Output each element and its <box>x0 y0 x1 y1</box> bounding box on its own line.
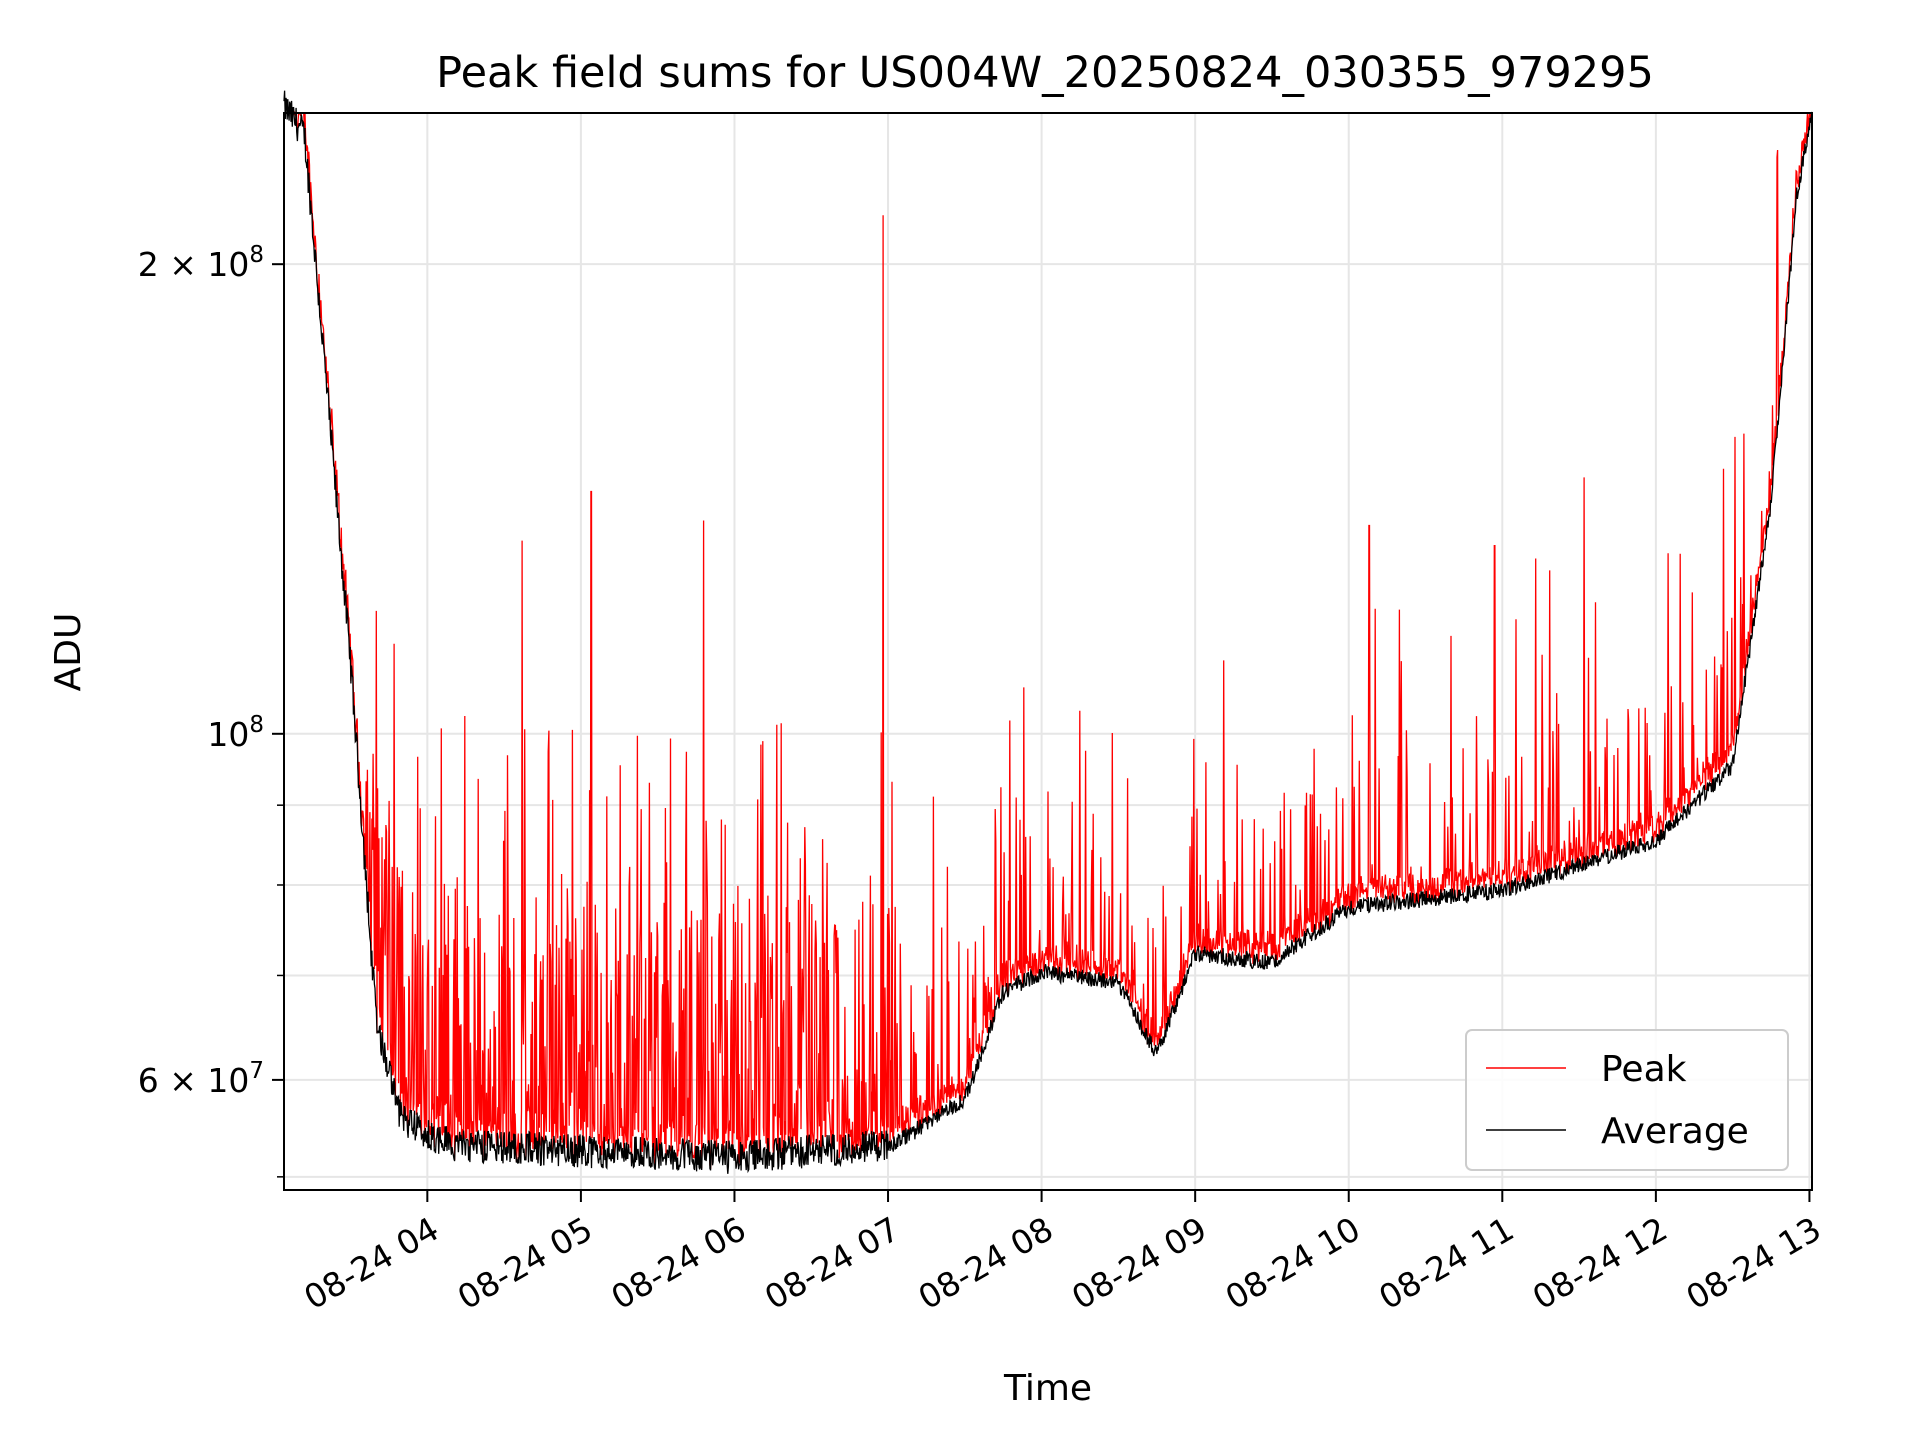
y-tick-label: 6 × 107 <box>138 1058 264 1100</box>
legend-average-label: Average <box>1601 1111 1749 1152</box>
y-tick-label: 108 <box>207 712 264 754</box>
series-line-average <box>283 90 1813 1174</box>
y-tick-label: 2 × 108 <box>138 242 264 284</box>
chart-title: Peak field sums for US004W_20250824_0303… <box>436 48 1654 98</box>
legend: Peak Average <box>1465 1029 1789 1171</box>
legend-peak-label: Peak <box>1601 1049 1687 1090</box>
y-axis: 2 × 108 108 6 × 107 <box>138 242 284 1178</box>
series-line-peak <box>284 111 1813 1170</box>
x-axis-label: Time <box>1003 1368 1092 1409</box>
y-axis-label: ADU <box>48 613 89 692</box>
series-layer <box>283 90 1813 1174</box>
plot-area-frame <box>283 112 1813 1191</box>
legend-box <box>1465 1029 1789 1171</box>
